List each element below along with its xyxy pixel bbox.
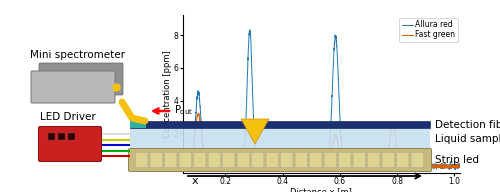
Allura red — [228, 167, 234, 169]
Text: Strip led: Strip led — [435, 155, 479, 165]
FancyBboxPatch shape — [179, 153, 192, 167]
FancyBboxPatch shape — [150, 153, 162, 167]
FancyBboxPatch shape — [237, 153, 250, 167]
Text: Detection fiber: Detection fiber — [435, 120, 500, 130]
Allura red — [452, 164, 458, 167]
Text: Mini spectrometer: Mini spectrometer — [30, 50, 124, 60]
Polygon shape — [241, 119, 269, 144]
FancyBboxPatch shape — [222, 153, 235, 167]
Allura red — [457, 165, 463, 168]
Fast green — [422, 164, 428, 167]
FancyBboxPatch shape — [338, 153, 351, 167]
Allura red — [211, 165, 217, 167]
Fast green — [196, 112, 202, 114]
Allura red — [180, 165, 186, 167]
Text: P$_{\rm out}$: P$_{\rm out}$ — [174, 103, 193, 117]
FancyBboxPatch shape — [194, 153, 206, 167]
Text: x: x — [192, 176, 198, 186]
Allura red — [367, 169, 373, 171]
FancyBboxPatch shape — [266, 153, 278, 167]
FancyBboxPatch shape — [31, 71, 115, 103]
X-axis label: Distance x [m]: Distance x [m] — [290, 187, 352, 192]
FancyBboxPatch shape — [310, 153, 322, 167]
Allura red — [286, 168, 292, 170]
Bar — [58, 133, 65, 140]
FancyBboxPatch shape — [295, 153, 308, 167]
FancyBboxPatch shape — [280, 153, 293, 167]
Bar — [68, 133, 75, 140]
FancyBboxPatch shape — [164, 153, 177, 167]
Bar — [130, 121, 146, 128]
Fast green — [180, 167, 186, 169]
Bar — [48, 133, 55, 140]
FancyBboxPatch shape — [252, 153, 264, 167]
FancyBboxPatch shape — [368, 153, 380, 167]
FancyBboxPatch shape — [128, 148, 432, 171]
Allura red — [247, 29, 253, 31]
FancyBboxPatch shape — [353, 153, 366, 167]
Y-axis label: Concentration [ppm]: Concentration [ppm] — [163, 50, 172, 138]
Line: Fast green: Fast green — [182, 113, 460, 169]
FancyBboxPatch shape — [396, 153, 409, 167]
Bar — [130, 121, 430, 128]
Fast green — [211, 164, 217, 166]
Fast green — [452, 165, 458, 167]
Legend: Allura red, Fast green: Allura red, Fast green — [400, 18, 458, 42]
Text: LED Driver: LED Driver — [40, 112, 96, 122]
Allura red — [422, 163, 428, 166]
FancyBboxPatch shape — [411, 153, 424, 167]
FancyBboxPatch shape — [38, 127, 102, 161]
FancyBboxPatch shape — [324, 153, 336, 167]
FancyBboxPatch shape — [39, 63, 123, 95]
FancyBboxPatch shape — [382, 153, 394, 167]
Fast green — [344, 168, 350, 170]
FancyBboxPatch shape — [208, 153, 220, 167]
Fast green — [286, 164, 292, 166]
Fast green — [228, 167, 234, 169]
Text: Liquid sample: Liquid sample — [435, 134, 500, 144]
FancyBboxPatch shape — [136, 153, 148, 167]
Fast green — [298, 166, 304, 169]
Line: Allura red: Allura red — [182, 30, 460, 170]
Allura red — [298, 165, 304, 168]
Fast green — [457, 166, 463, 168]
Bar — [130, 128, 430, 150]
